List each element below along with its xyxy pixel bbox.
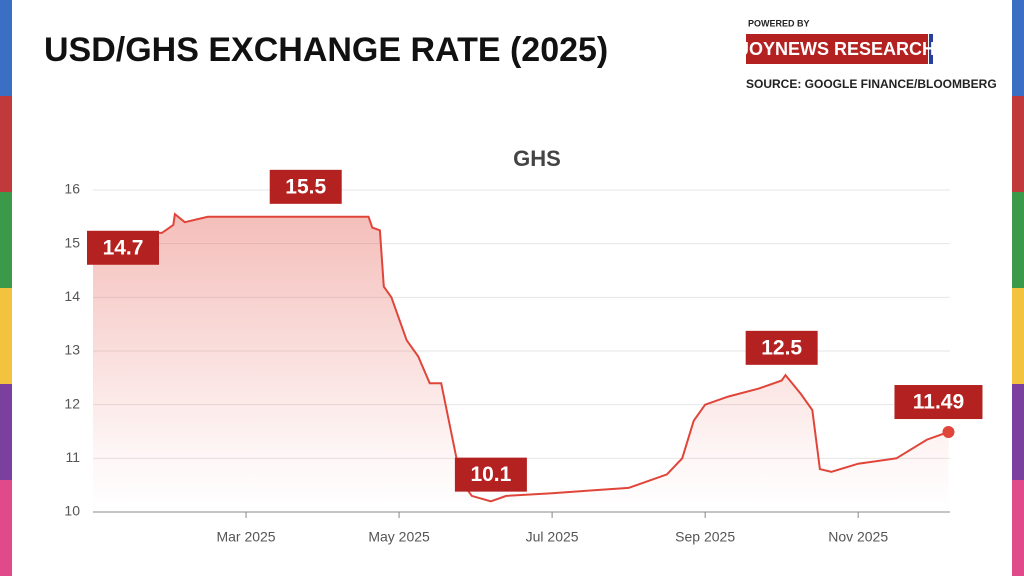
annotation: 15.5 — [269, 169, 342, 204]
source: SOURCE: GOOGLE FINANCE/BLOOMBERG — [746, 77, 997, 91]
brand: JOYNEWS RESEARCH — [739, 39, 935, 59]
annotation: 14.7 — [87, 230, 159, 265]
annotation-label: 12.5 — [761, 336, 802, 359]
y-tick-label: 15 — [64, 234, 80, 250]
page-title: USD/GHS EXCHANGE RATE (2025) — [44, 31, 608, 69]
y-tick-label: 13 — [64, 342, 80, 358]
annotation-label: 14.7 — [103, 236, 144, 259]
annotation: 12.5 — [745, 330, 818, 365]
end-dot — [942, 426, 955, 439]
x-tick-label: May 2025 — [368, 529, 430, 545]
x-tick-label: Nov 2025 — [828, 529, 888, 545]
y-tick-label: 10 — [64, 503, 80, 519]
brand-box — [746, 34, 928, 64]
x-tick-label: Mar 2025 — [216, 529, 275, 545]
annotation-box — [87, 230, 159, 265]
brand-accent — [929, 34, 933, 64]
y-tick-label: 16 — [64, 181, 80, 197]
area — [93, 214, 949, 512]
x-tick-label: Jul 2025 — [526, 529, 579, 545]
y-tick-label: 11 — [65, 449, 80, 465]
y-tick-label: 14 — [64, 288, 80, 304]
annotation-box — [745, 330, 818, 365]
annotation-box — [269, 169, 342, 204]
powered-by: POWERED BY — [748, 18, 810, 28]
annotation-box — [454, 457, 527, 492]
chart-title: GHS — [513, 146, 561, 171]
y-tick-label: 12 — [64, 395, 80, 411]
annotation: 11.49 — [894, 385, 983, 420]
annotation-label: 10.1 — [470, 463, 511, 486]
x-tick-label: Sep 2025 — [675, 529, 735, 545]
annotation-label: 11.49 — [913, 391, 964, 414]
annotation-label: 15.5 — [285, 175, 326, 198]
annotation: 10.1 — [454, 457, 527, 492]
annotation-box — [894, 385, 983, 420]
